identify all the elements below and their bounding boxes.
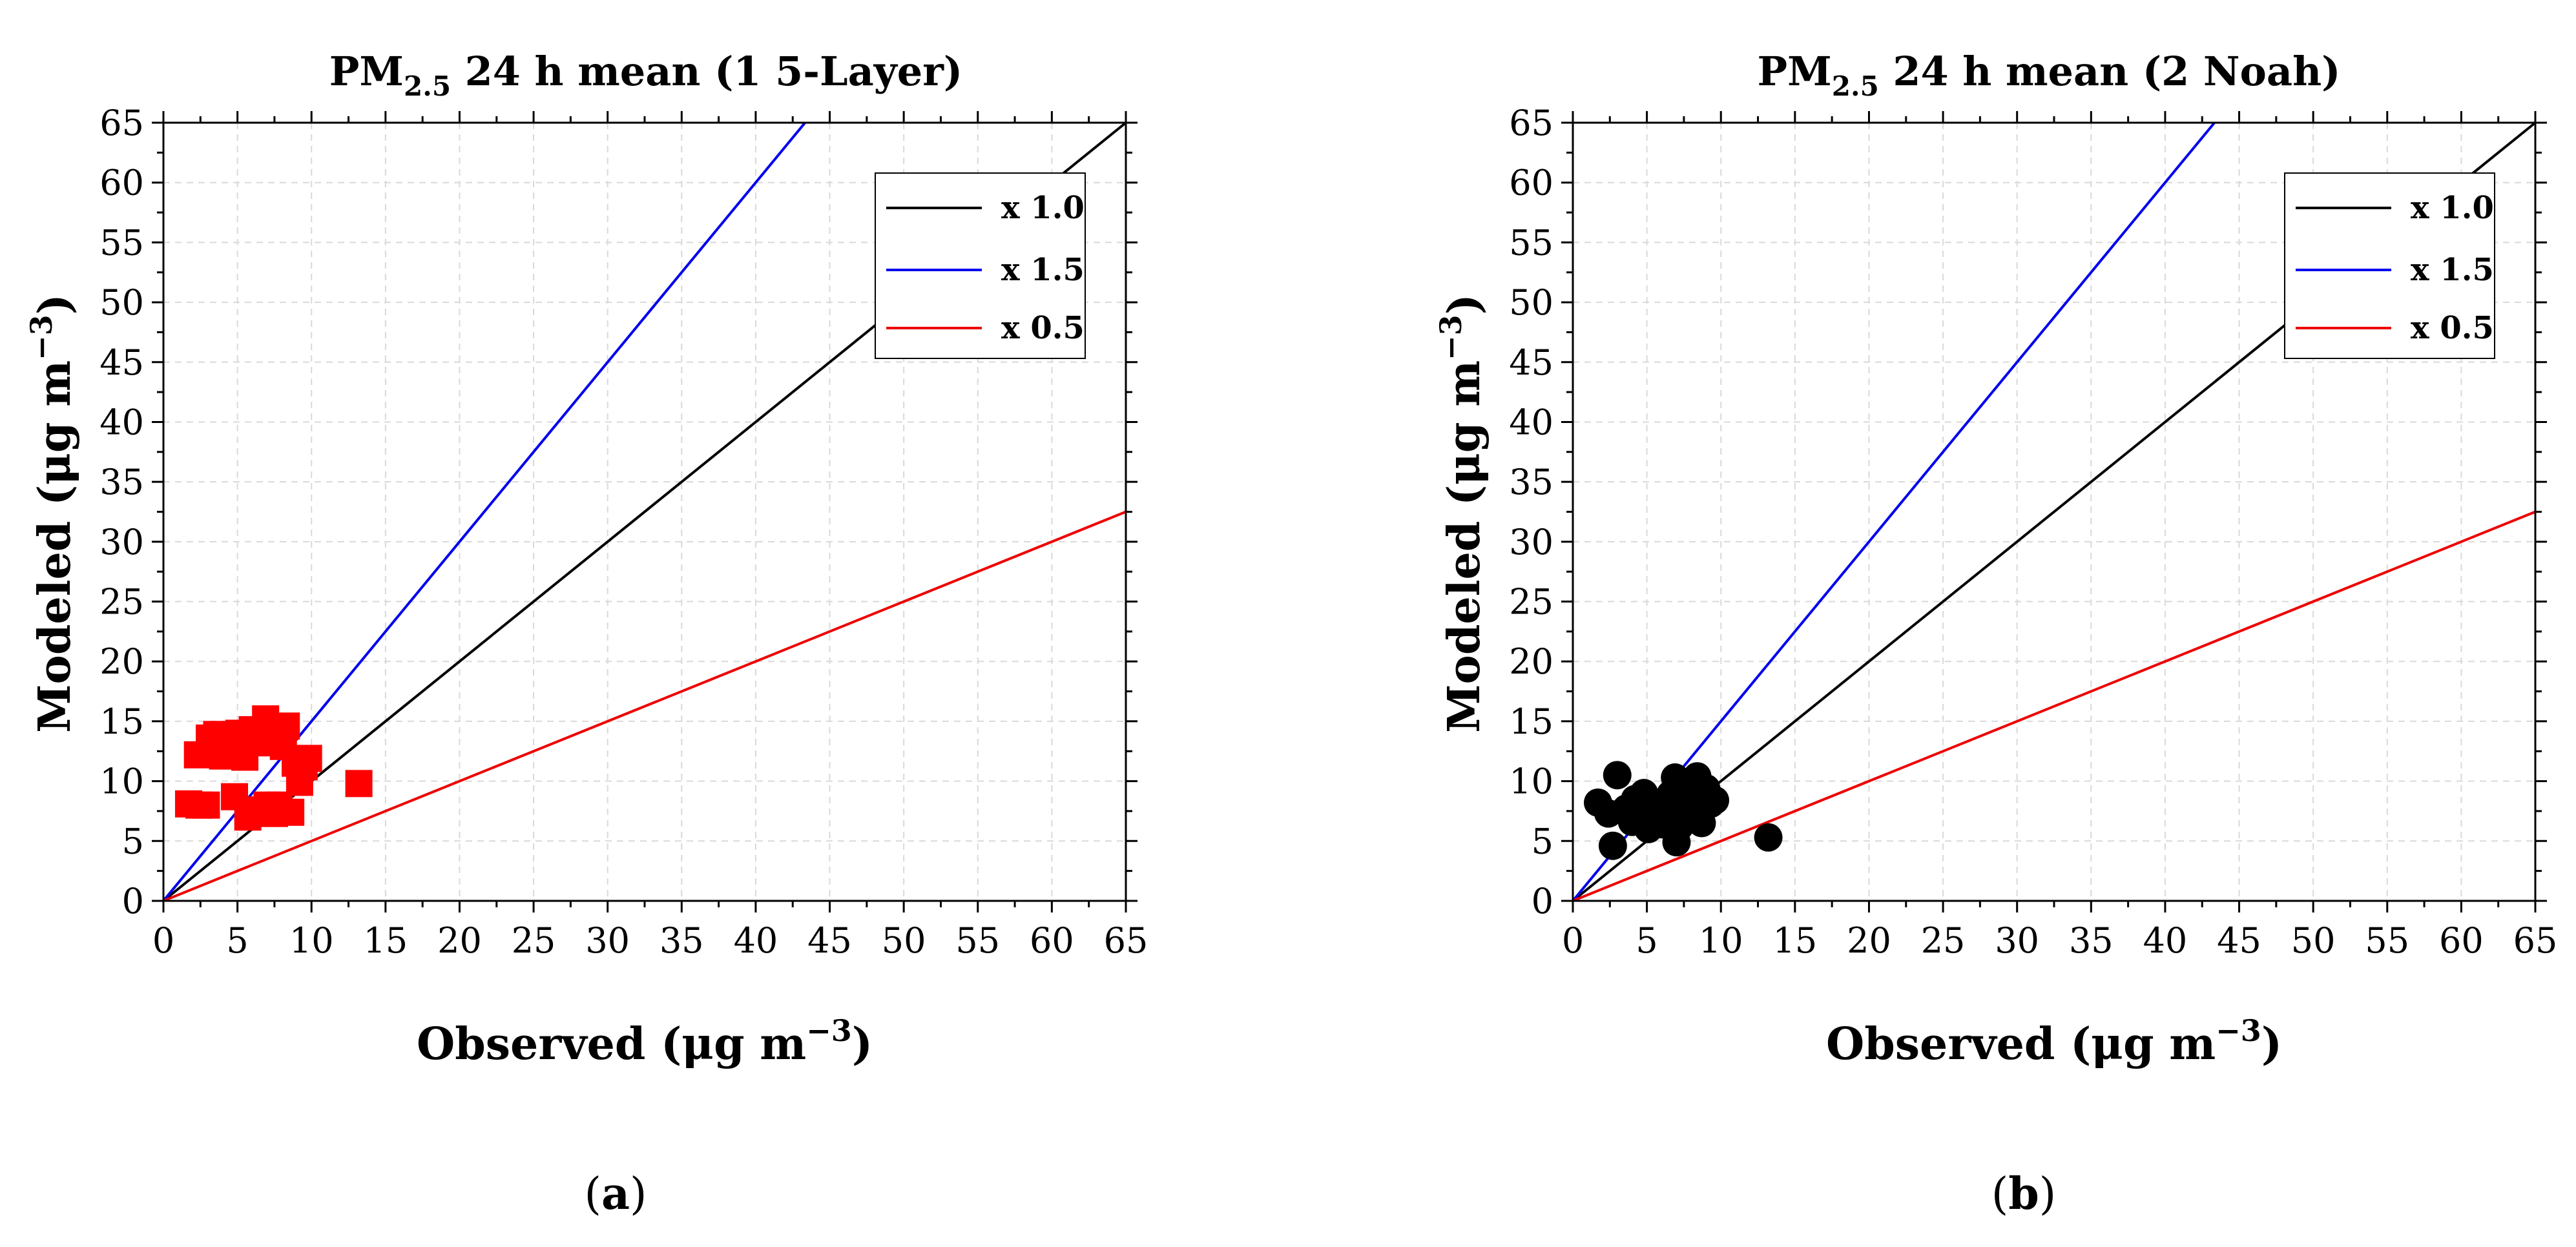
x-tick-label: 0 bbox=[1562, 920, 1584, 961]
data-point bbox=[295, 745, 322, 772]
panel-a-title: PM2.5 24 h mean (1 5-Layer) bbox=[329, 48, 963, 102]
x-tick-label: 15 bbox=[1772, 920, 1817, 961]
y-tick-label: 35 bbox=[99, 462, 144, 502]
x-tick-label: 50 bbox=[882, 920, 926, 961]
x-tick-label: 40 bbox=[734, 920, 778, 961]
panel-b-legend-label-x15: x 1.5 bbox=[2411, 252, 2494, 288]
y-tick-label: 60 bbox=[99, 163, 144, 203]
x-tick-label: 30 bbox=[1995, 920, 2039, 961]
y-tick-label: 0 bbox=[122, 881, 144, 922]
data-point bbox=[253, 791, 281, 819]
panel-a-legend-label-x1: x 1.0 bbox=[1001, 190, 1085, 226]
y-tick-label: 20 bbox=[1509, 641, 1553, 682]
y-tick-label: 5 bbox=[122, 821, 144, 861]
x-tick-label: 55 bbox=[955, 920, 1000, 961]
x-tick-label: 20 bbox=[1847, 920, 1891, 961]
y-tick-label: 55 bbox=[1509, 222, 1553, 263]
x-tick-label: 30 bbox=[585, 920, 630, 961]
y-tick-label: 45 bbox=[1509, 342, 1553, 383]
panel-b-x-axis-label: Observed (μg m−3) bbox=[1826, 1013, 2282, 1070]
y-tick-label: 20 bbox=[99, 641, 144, 682]
x-tick-label: 65 bbox=[1104, 920, 1148, 961]
reference-line bbox=[1572, 510, 2536, 902]
x-tick-label: 50 bbox=[2291, 920, 2336, 961]
y-tick-label: 40 bbox=[99, 402, 144, 442]
x-tick-label: 25 bbox=[512, 920, 556, 961]
y-tick-label: 15 bbox=[1509, 701, 1553, 742]
data-point bbox=[231, 743, 259, 771]
panel-b-caption: (b) bbox=[1991, 1168, 2057, 1220]
panel-a-ticks: 0055101015152020252530303535404045455050… bbox=[99, 103, 1148, 961]
panel-b-legend: x 1.0 x 1.5 x 0.5 bbox=[2284, 172, 2495, 359]
data-point bbox=[1754, 823, 1783, 852]
x-tick-label: 5 bbox=[226, 920, 248, 961]
data-point bbox=[1603, 761, 1632, 790]
y-tick-label: 55 bbox=[99, 222, 144, 263]
x-tick-label: 40 bbox=[2143, 920, 2188, 961]
panel-a-plot-frame bbox=[162, 121, 1127, 902]
data-point bbox=[1701, 786, 1730, 815]
panel-a-x-axis-label: Observed (μg m−3) bbox=[417, 1013, 873, 1070]
panel-b-plot-frame bbox=[1572, 121, 2537, 902]
panel-b-ticks: 0055101015152020252530303535404045455050… bbox=[1509, 103, 2557, 961]
panel-b: PM2.5 24 h mean (2 Noah) 005510101515202… bbox=[1433, 48, 2557, 1220]
y-tick-label: 35 bbox=[1509, 462, 1553, 502]
y-tick-label: 30 bbox=[1509, 522, 1553, 562]
panel-a: PM2.5 24 h mean (1 5-Layer) 005510101515… bbox=[24, 48, 1148, 1220]
data-point bbox=[1617, 807, 1646, 836]
x-tick-label: 45 bbox=[2217, 920, 2261, 961]
x-tick-label: 0 bbox=[152, 920, 174, 961]
y-tick-label: 30 bbox=[99, 522, 144, 562]
data-point bbox=[277, 798, 305, 826]
data-point bbox=[1598, 831, 1627, 860]
panel-b-grid bbox=[1573, 123, 2535, 901]
y-tick-label: 65 bbox=[1509, 103, 1553, 143]
panel-a-points bbox=[174, 705, 373, 831]
y-tick-label: 0 bbox=[1532, 881, 1553, 922]
x-tick-label: 60 bbox=[1030, 920, 1074, 961]
y-tick-label: 15 bbox=[99, 701, 144, 742]
panel-a-caption: (a) bbox=[584, 1168, 647, 1220]
data-point bbox=[192, 791, 220, 819]
x-tick-label: 15 bbox=[363, 920, 408, 961]
y-tick-label: 10 bbox=[1509, 761, 1553, 802]
y-tick-label: 50 bbox=[99, 282, 144, 323]
reference-line bbox=[162, 121, 806, 902]
panel-b-y-axis-label: Modeled (μg m−3) bbox=[1433, 294, 1490, 733]
panel-b-title: PM2.5 24 h mean (2 Noah) bbox=[1757, 48, 2340, 102]
x-tick-label: 35 bbox=[660, 920, 704, 961]
x-tick-label: 10 bbox=[1699, 920, 1743, 961]
x-tick-label: 35 bbox=[2069, 920, 2114, 961]
panel-b-legend-label-x1: x 1.0 bbox=[2411, 190, 2494, 226]
panel-b-legend-label-x05: x 0.5 bbox=[2411, 310, 2494, 346]
x-tick-label: 20 bbox=[437, 920, 482, 961]
data-point bbox=[1676, 793, 1705, 822]
y-tick-label: 5 bbox=[1532, 821, 1553, 861]
panel-b-points bbox=[1583, 761, 1783, 860]
x-tick-label: 5 bbox=[1636, 920, 1657, 961]
x-tick-label: 10 bbox=[289, 920, 334, 961]
x-tick-label: 25 bbox=[1921, 920, 1966, 961]
x-tick-label: 60 bbox=[2439, 920, 2484, 961]
panel-a-legend: x 1.0 x 1.5 x 0.5 bbox=[875, 172, 1086, 359]
y-tick-label: 65 bbox=[99, 103, 144, 143]
y-tick-label: 10 bbox=[99, 761, 144, 802]
y-tick-label: 25 bbox=[99, 582, 144, 623]
data-point bbox=[273, 712, 300, 740]
panel-a-legend-label-x15: x 1.5 bbox=[1001, 252, 1085, 288]
data-point bbox=[345, 770, 373, 798]
y-tick-label: 60 bbox=[1509, 163, 1553, 203]
y-tick-label: 25 bbox=[1509, 582, 1553, 623]
panel-a-legend-label-x05: x 0.5 bbox=[1001, 310, 1085, 346]
y-tick-label: 40 bbox=[1509, 402, 1553, 442]
x-tick-label: 55 bbox=[2365, 920, 2409, 961]
y-tick-label: 45 bbox=[99, 342, 144, 383]
x-tick-label: 65 bbox=[2513, 920, 2558, 961]
reference-line bbox=[163, 510, 1127, 902]
x-tick-label: 45 bbox=[807, 920, 852, 961]
panel-a-y-axis-label: Modeled (μg m−3) bbox=[24, 294, 81, 733]
y-tick-label: 50 bbox=[1509, 282, 1553, 323]
